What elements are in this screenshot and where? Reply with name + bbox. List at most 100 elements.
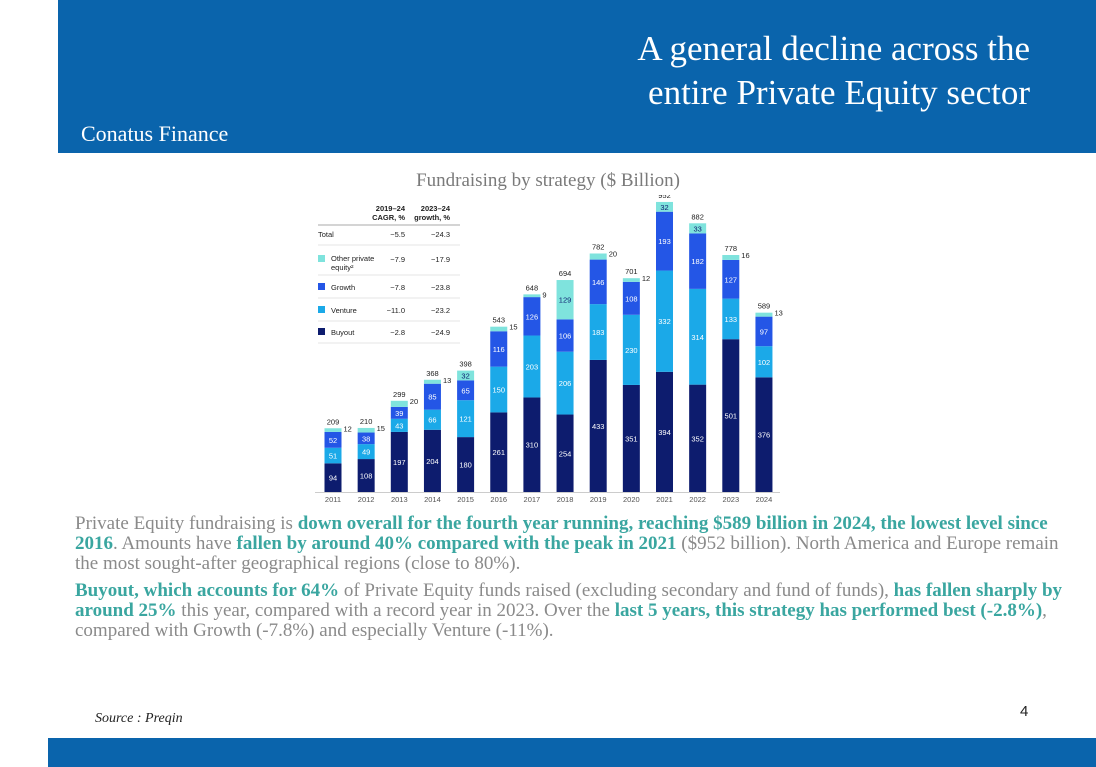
bar-label-other-2022: 33 (693, 224, 701, 233)
bar-label-buyout-2024: 376 (758, 431, 771, 440)
bar-label-growth-2021: 193 (658, 237, 671, 246)
bar-label-growth-2020: 108 (625, 294, 638, 303)
bar-growth-2020 (622, 281, 640, 315)
bar-label-buyout-2023: 501 (725, 412, 738, 421)
bar-growth-2024 (755, 316, 773, 347)
total-label-2014: 368 (426, 369, 439, 378)
bar-label-other-2020: 12 (642, 274, 650, 283)
x-tick-2021: 2021 (656, 495, 673, 504)
bar-label-growth-2015: 65 (461, 386, 469, 395)
body-text: Private Equity fundraising is down overa… (75, 514, 1075, 648)
legend-cagr-3: −11.0 (387, 306, 405, 315)
legend-col2-header-2: growth, % (414, 213, 450, 222)
bar-label-growth-2012: 38 (362, 434, 370, 443)
legend-swatch-3 (318, 306, 325, 313)
bar-label-buyout-2015: 180 (459, 461, 472, 470)
bar-label-venture-2018: 206 (559, 379, 572, 388)
legend-cagr-2: −7.8 (390, 283, 405, 292)
bar-label-other-2019: 20 (609, 249, 617, 258)
legend-swatch-4 (318, 328, 325, 335)
p1-text-a: Private Equity fundraising is (75, 513, 298, 534)
bar-label-growth-2016: 116 (493, 345, 505, 354)
bar-growth-2012 (357, 432, 375, 445)
legend-col2-header-1: 2023–24 (421, 204, 451, 213)
x-tick-2017: 2017 (524, 495, 541, 504)
bar-label-other-2023: 16 (741, 251, 749, 260)
paragraph-2: Buyout, which accounts for 64% of Privat… (75, 581, 1075, 641)
bar-buyout-2020 (622, 384, 640, 492)
bar-other-2013 (390, 400, 408, 407)
bar-buyout-2012 (357, 459, 375, 492)
bar-label-venture-2011: 51 (329, 452, 337, 461)
bar-venture-2020 (622, 314, 640, 385)
legend-cagr-4: −2.8 (390, 328, 405, 337)
bar-growth-2022 (689, 233, 707, 289)
bar-venture-2013 (390, 418, 408, 432)
total-label-2019: 782 (592, 242, 605, 251)
bar-other-2016 (490, 326, 508, 332)
bar-label-venture-2014: 66 (428, 416, 436, 425)
bar-growth-2017 (523, 297, 541, 336)
p2-highlight-e: last 5 years, this strategy has performe… (614, 600, 1043, 621)
bar-other-2015 (457, 370, 475, 381)
paragraph-1: Private Equity fundraising is down overa… (75, 514, 1075, 574)
legend-label-2: Growth (331, 283, 355, 292)
total-label-2018: 694 (559, 269, 572, 278)
fundraising-chart: 9451521220920111084938152102012197433920… (315, 195, 783, 504)
bar-label-buyout-2017: 310 (526, 441, 539, 450)
bar-venture-2016 (490, 366, 508, 413)
bar-buyout-2019 (589, 359, 607, 492)
bar-label-venture-2016: 150 (492, 386, 505, 395)
legend-swatch-2 (318, 283, 325, 290)
x-tick-2015: 2015 (457, 495, 474, 504)
total-label-2020: 701 (625, 267, 638, 276)
bar-label-buyout-2021: 394 (658, 428, 671, 437)
slide-title-line-1: A general decline across the (637, 29, 1030, 68)
bar-label-venture-2012: 49 (362, 448, 370, 457)
legend-label-0: Total (318, 230, 334, 239)
page-number: 4 (1020, 703, 1029, 720)
total-label-2016: 543 (492, 316, 505, 325)
bar-label-other-2012: 15 (377, 424, 385, 433)
bar-label-venture-2021: 332 (658, 317, 671, 326)
p1-text-c: . Amounts have (113, 533, 237, 554)
bar-buyout-2018 (556, 414, 574, 492)
legend-label-3: Venture (331, 306, 357, 315)
header-bar (58, 0, 1096, 153)
bar-label-venture-2015: 121 (459, 415, 472, 424)
bar-buyout-2015 (457, 437, 475, 492)
total-label-2012: 210 (360, 417, 373, 426)
bar-label-venture-2024: 102 (758, 358, 771, 367)
bar-other-2017 (523, 294, 541, 298)
legend-growth-4: −24.9 (431, 328, 450, 337)
bar-growth-2016 (490, 331, 508, 367)
bar-label-other-2011: 12 (344, 424, 352, 433)
x-tick-2022: 2022 (689, 495, 706, 504)
bar-other-2020 (622, 278, 640, 282)
legend-swatch-1 (318, 255, 325, 262)
bar-venture-2024 (755, 346, 773, 378)
total-label-2023: 778 (725, 244, 738, 253)
bar-label-buyout-2016: 261 (492, 448, 505, 457)
bar-buyout-2023 (722, 339, 740, 492)
bar-growth-2014 (423, 383, 441, 410)
bar-buyout-2024 (755, 377, 773, 492)
p1-text-e: ($952 billion). North America and Europe… (75, 533, 1059, 574)
x-tick-2013: 2013 (391, 495, 408, 504)
bar-other-2022 (689, 223, 707, 234)
bar-buyout-2013 (390, 431, 408, 492)
bar-other-2019 (589, 253, 607, 260)
bar-growth-2011 (324, 431, 342, 448)
bar-label-growth-2019: 146 (592, 278, 605, 287)
total-label-2011: 209 (327, 417, 340, 426)
bar-label-growth-2017: 126 (526, 312, 539, 321)
slide-title-line-2: entire Private Equity sector (648, 73, 1030, 112)
bar-growth-2023 (722, 259, 740, 299)
total-label-2022: 882 (691, 212, 704, 221)
bar-label-other-2016: 15 (509, 323, 517, 332)
bar-venture-2014 (423, 409, 441, 430)
bar-label-growth-2018: 106 (559, 332, 572, 341)
bar-label-growth-2024: 97 (760, 327, 768, 336)
bar-buyout-2021 (656, 371, 673, 492)
legend-label-4: Buyout (331, 328, 355, 337)
